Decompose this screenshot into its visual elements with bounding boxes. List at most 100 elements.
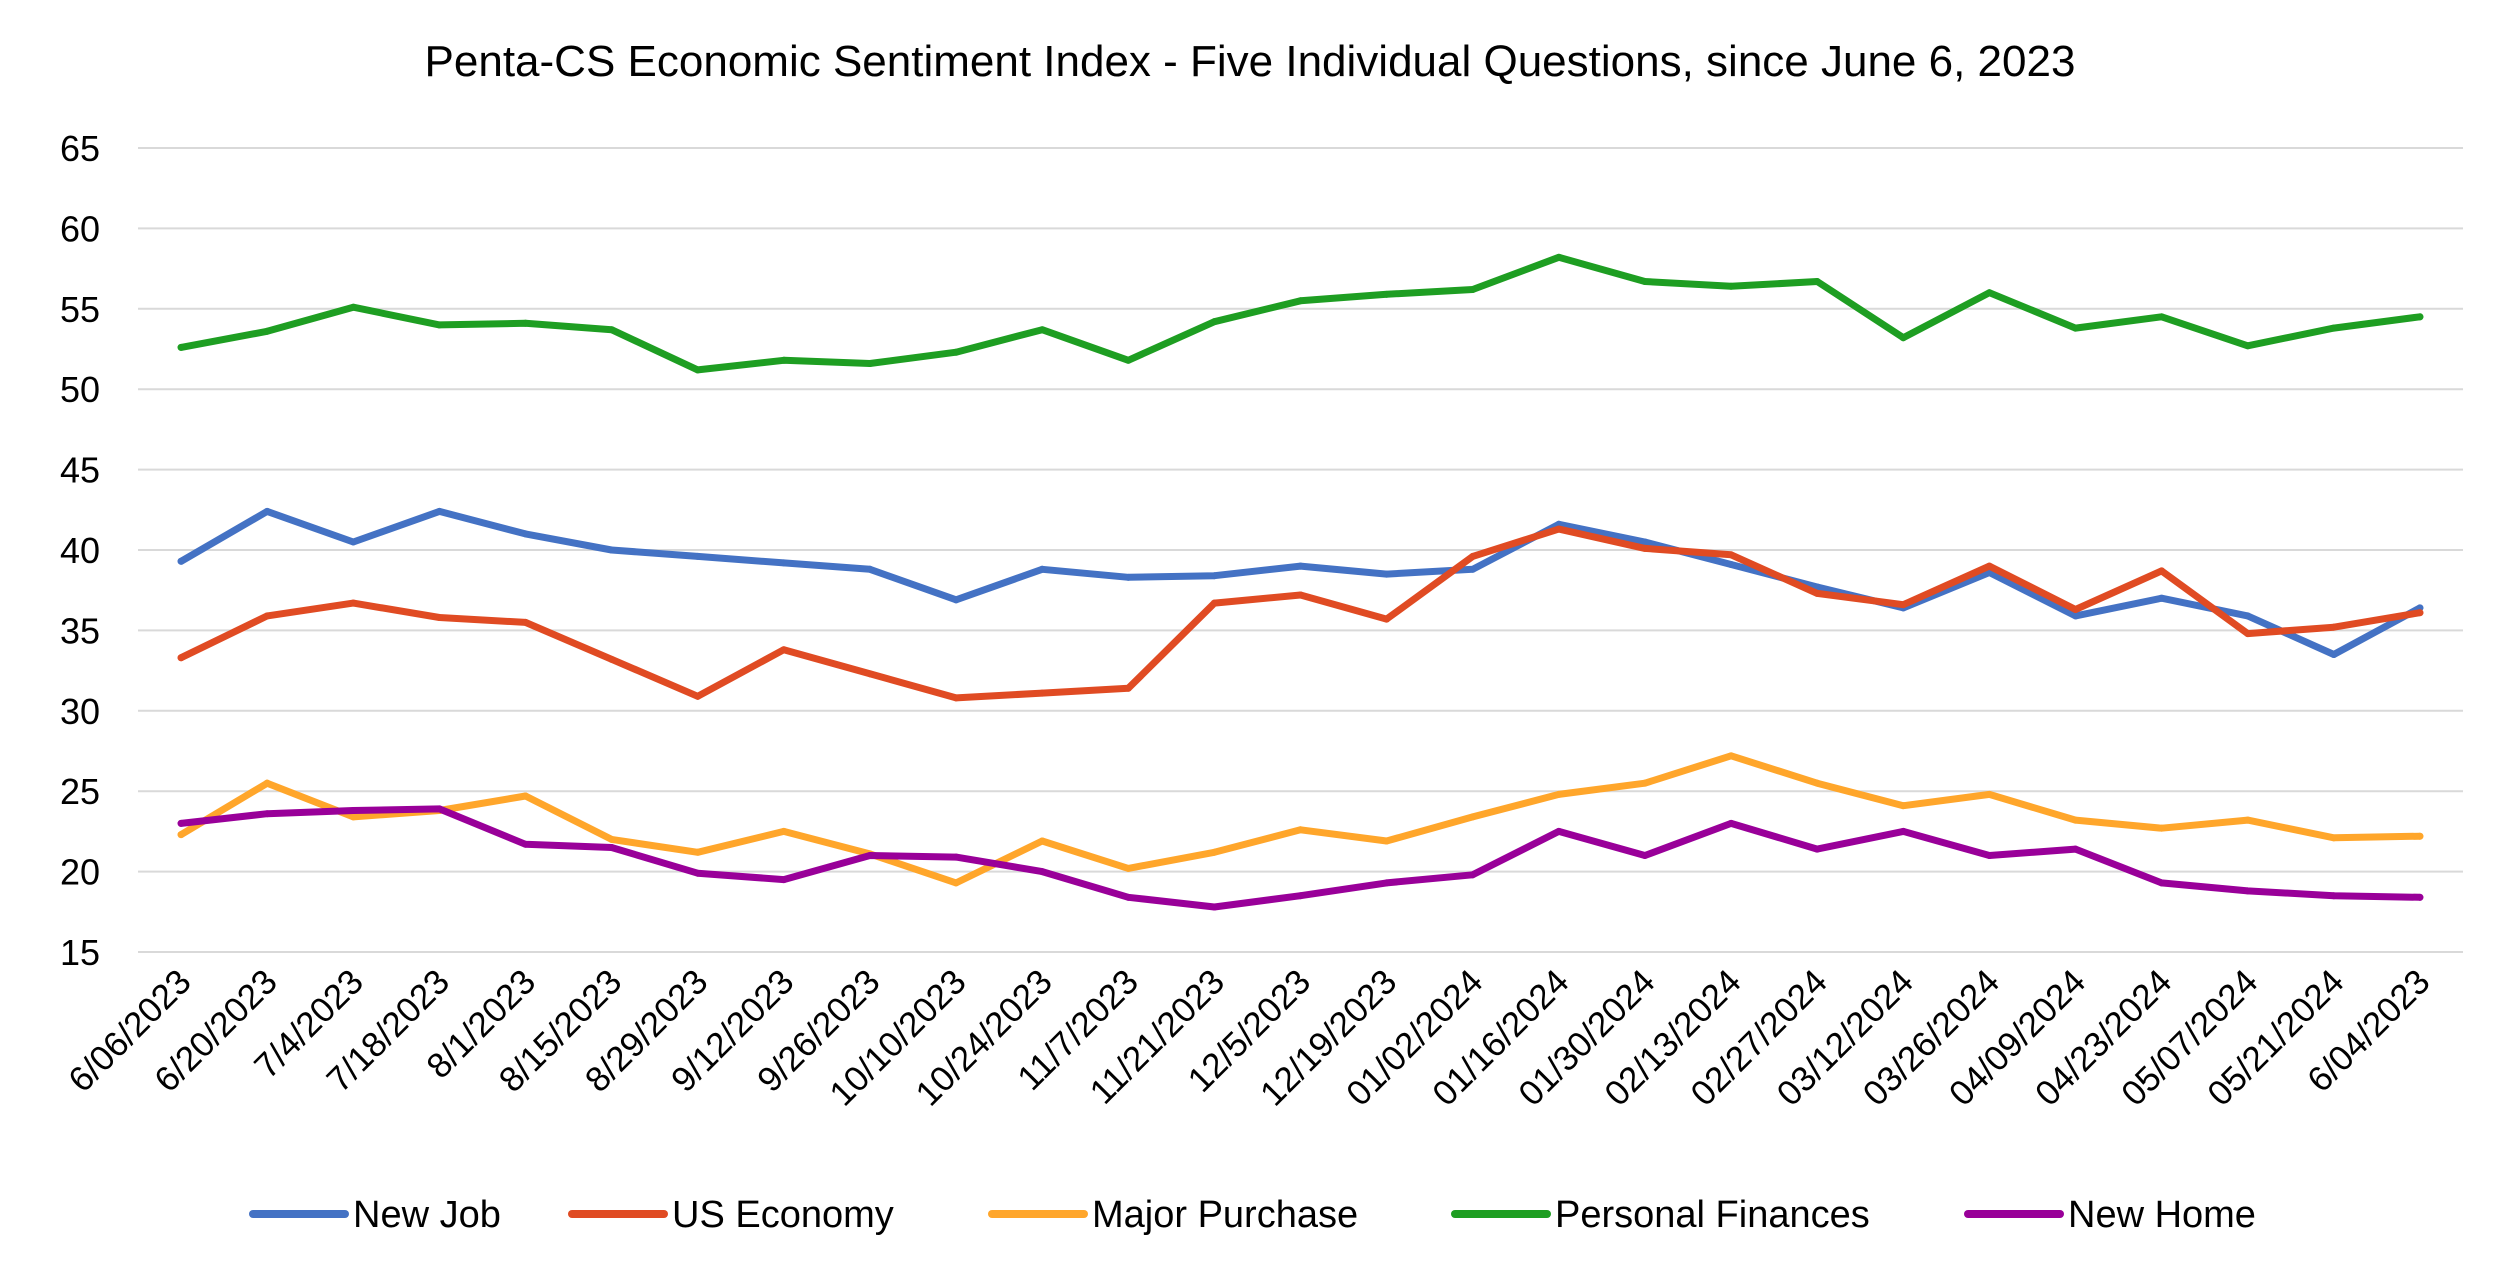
data-point-new-home	[694, 869, 702, 877]
data-point-us-economy	[522, 618, 529, 626]
data-point-new-home	[1641, 852, 1649, 860]
data-point-new-home	[1985, 852, 1993, 860]
y-tick-label: 60	[60, 208, 100, 249]
data-point-new-job	[1124, 573, 1132, 581]
data-point-us-economy	[866, 670, 874, 678]
data-point-major-purchase	[349, 813, 357, 821]
data-point-new-job	[263, 507, 271, 515]
data-point-major-purchase	[1124, 864, 1132, 872]
data-point-personal-finances	[2072, 324, 2079, 332]
data-point-personal-finances	[1555, 253, 1563, 261]
y-tick-label: 65	[60, 128, 100, 169]
data-point-us-economy	[1038, 689, 1046, 697]
data-point-us-economy	[1469, 552, 1477, 560]
data-point-new-job	[522, 530, 529, 538]
data-point-new-home	[780, 876, 788, 884]
data-point-new-job	[1383, 570, 1391, 578]
legend-item-personal-finances: Personal Finances	[1451, 1194, 1870, 1236]
data-point-personal-finances	[522, 319, 529, 327]
y-tick-label: 35	[60, 610, 100, 651]
y-tick-label: 15	[60, 932, 100, 973]
series-line-personal-finances	[177, 253, 2424, 374]
data-point-us-economy	[1985, 562, 1993, 570]
data-point-new-job	[2244, 612, 2252, 620]
data-point-major-purchase	[1727, 752, 1735, 760]
data-point-major-purchase	[1297, 826, 1304, 834]
data-point-major-purchase	[1038, 837, 1046, 845]
y-tick-label: 50	[60, 369, 100, 410]
data-point-personal-finances	[177, 343, 185, 351]
legend-item-new-job: New Job	[249, 1194, 501, 1236]
data-point-personal-finances	[1297, 297, 1304, 305]
data-point-major-purchase	[263, 779, 271, 787]
data-point-major-purchase	[2330, 834, 2338, 842]
data-point-major-purchase	[1899, 802, 1907, 810]
data-point-us-economy	[1727, 551, 1735, 559]
data-point-personal-finances	[1469, 286, 1477, 294]
data-point-personal-finances	[435, 321, 443, 329]
data-point-new-job	[1641, 538, 1649, 546]
data-point-new-home	[263, 810, 271, 818]
y-tick-label: 55	[60, 289, 100, 330]
data-point-personal-finances	[694, 366, 702, 374]
y-tick-label: 45	[60, 450, 100, 491]
data-point-new-home	[435, 805, 443, 813]
data-point-new-job	[608, 546, 616, 554]
legend-label: US Economy	[672, 1194, 894, 1236]
legend-label: New Job	[353, 1194, 501, 1236]
data-point-us-economy	[1124, 684, 1132, 692]
data-point-us-economy	[435, 614, 443, 622]
data-point-major-purchase	[694, 848, 702, 856]
data-point-new-job	[1469, 565, 1477, 573]
data-point-personal-finances	[263, 327, 271, 335]
data-point-us-economy	[349, 599, 357, 607]
series-lines	[177, 253, 2424, 911]
data-point-personal-finances	[1727, 282, 1735, 290]
data-point-personal-finances	[1813, 277, 1821, 285]
series-line-new-job	[177, 507, 2424, 658]
data-point-major-purchase	[1985, 790, 1993, 798]
data-point-major-purchase	[1641, 779, 1649, 787]
data-point-personal-finances	[1383, 290, 1391, 298]
data-point-new-home	[1813, 845, 1821, 853]
y-tick-label: 40	[60, 530, 100, 571]
data-point-major-purchase	[1383, 837, 1391, 845]
data-point-personal-finances	[2416, 313, 2424, 321]
data-point-personal-finances	[952, 348, 960, 356]
data-point-us-economy	[177, 654, 185, 662]
data-point-new-job	[1297, 562, 1304, 570]
data-point-new-home	[522, 840, 529, 848]
data-point-new-home	[2416, 893, 2424, 901]
data-point-personal-finances	[2330, 324, 2338, 332]
chart-title: Penta-CS Economic Sentiment Index - Five…	[425, 37, 2076, 86]
data-point-us-economy	[1899, 601, 1907, 609]
data-point-new-home	[1210, 903, 1218, 911]
legend-item-us-economy: US Economy	[568, 1194, 894, 1236]
series-line-major-purchase	[177, 752, 2424, 887]
data-point-new-job	[2158, 594, 2166, 602]
y-tick-label: 30	[60, 691, 100, 732]
data-point-new-job	[1038, 565, 1046, 573]
data-point-new-job	[177, 557, 185, 565]
data-point-new-home	[608, 843, 616, 851]
data-point-new-job	[1210, 572, 1218, 580]
data-point-us-economy	[780, 646, 788, 654]
data-point-new-job	[694, 552, 702, 560]
data-point-us-economy	[2072, 605, 2079, 613]
data-point-new-job	[435, 507, 443, 515]
data-point-new-job	[780, 559, 788, 567]
data-point-major-purchase	[1813, 779, 1821, 787]
data-point-major-purchase	[608, 835, 616, 843]
data-point-new-job	[1813, 583, 1821, 591]
data-point-new-home	[866, 852, 874, 860]
data-point-us-economy	[2244, 630, 2252, 638]
data-point-new-home	[2158, 879, 2166, 887]
gridlines	[138, 147, 2463, 953]
legend: New Job US Economy Major Purchase Personal …	[249, 1194, 2256, 1236]
data-point-new-job	[1727, 560, 1735, 568]
data-point-major-purchase	[2072, 816, 2079, 824]
data-point-major-purchase	[952, 879, 960, 887]
data-point-personal-finances	[1899, 334, 1907, 342]
